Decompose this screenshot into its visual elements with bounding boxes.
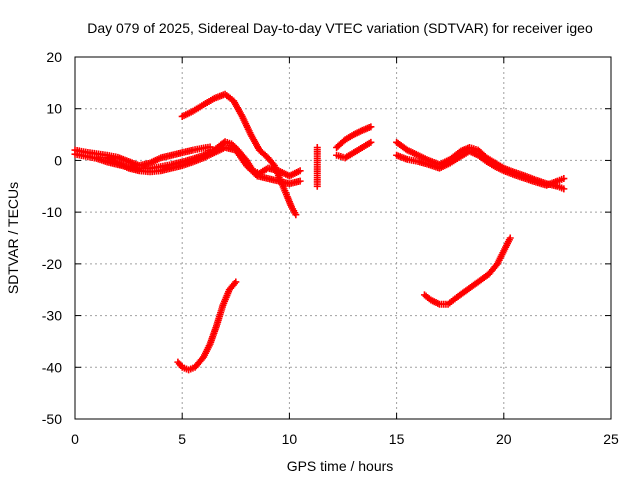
y-tick-label: -40 bbox=[42, 359, 62, 375]
x-tick-label: 15 bbox=[389, 431, 405, 447]
data-point bbox=[560, 175, 568, 183]
data-point bbox=[296, 177, 304, 185]
series-track-k bbox=[420, 234, 514, 308]
y-axis: -50 -40 -30 -20 -10 0 10 20 bbox=[42, 49, 611, 427]
y-tick-label: 10 bbox=[46, 101, 62, 117]
x-tick-label: 25 bbox=[603, 431, 619, 447]
series-track-h bbox=[333, 138, 375, 162]
y-tick-label: -50 bbox=[42, 411, 62, 427]
y-tick-label: 20 bbox=[46, 49, 62, 65]
chart-title: Day 079 of 2025, Sidereal Day-to-day VTE… bbox=[87, 20, 593, 36]
data-point bbox=[560, 185, 568, 193]
y-tick-label: -30 bbox=[42, 308, 62, 324]
series-track-f bbox=[313, 144, 321, 190]
x-tick-label: 10 bbox=[282, 431, 298, 447]
data-point bbox=[292, 211, 300, 219]
x-tick-label: 0 bbox=[71, 431, 79, 447]
series-track-g bbox=[333, 123, 375, 151]
y-tick-label: -10 bbox=[42, 204, 62, 220]
data-point bbox=[367, 123, 375, 131]
series-track-a bbox=[71, 143, 214, 170]
data-point bbox=[367, 138, 375, 146]
data-points bbox=[71, 90, 568, 374]
y-tick-label: 0 bbox=[54, 152, 62, 168]
grid-lines bbox=[75, 57, 611, 419]
y-axis-label: SDTVAR / TECUs bbox=[5, 182, 21, 294]
y-tick-label: -20 bbox=[42, 256, 62, 272]
x-axis-label: GPS time / hours bbox=[287, 458, 394, 474]
series-track-d bbox=[178, 90, 300, 219]
plot-frame bbox=[74, 56, 612, 420]
data-point bbox=[506, 234, 514, 242]
data-point bbox=[313, 182, 321, 190]
data-point bbox=[296, 167, 304, 175]
series-track-c bbox=[103, 144, 304, 188]
x-tick-label: 20 bbox=[496, 431, 512, 447]
x-axis: 0 5 10 15 20 25 bbox=[71, 57, 619, 447]
series-track-j bbox=[393, 147, 568, 189]
data-point bbox=[232, 278, 240, 286]
series-track-e bbox=[174, 278, 240, 374]
x-tick-label: 5 bbox=[178, 431, 186, 447]
